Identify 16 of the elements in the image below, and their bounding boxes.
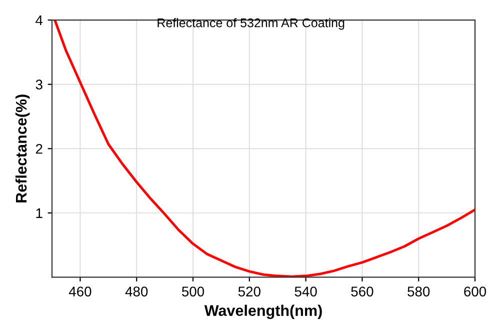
y-axis-title: Reflectance(%): [15, 94, 30, 202]
x-tick-label: 540: [294, 286, 317, 296]
x-tick-label: 460: [68, 286, 92, 296]
x-tick-label: 520: [238, 286, 260, 296]
x-tick-label: 580: [408, 286, 430, 296]
x-tick-label: 600: [464, 286, 486, 296]
x-tick-label: 500: [182, 286, 204, 296]
line-series: [54, 20, 475, 278]
y-tick-label: 3: [36, 80, 42, 90]
x-tick-label: 560: [351, 286, 374, 296]
y-tick-label: 2: [36, 144, 42, 154]
x-axis-title: Wavelength(nm): [204, 304, 322, 320]
y-tick-label: 1: [36, 208, 42, 218]
chart-title: Reflectance of 532nm AR Coating: [158, 18, 344, 30]
y-tick-label: 4: [36, 16, 43, 26]
x-tick-label: 480: [125, 286, 148, 296]
